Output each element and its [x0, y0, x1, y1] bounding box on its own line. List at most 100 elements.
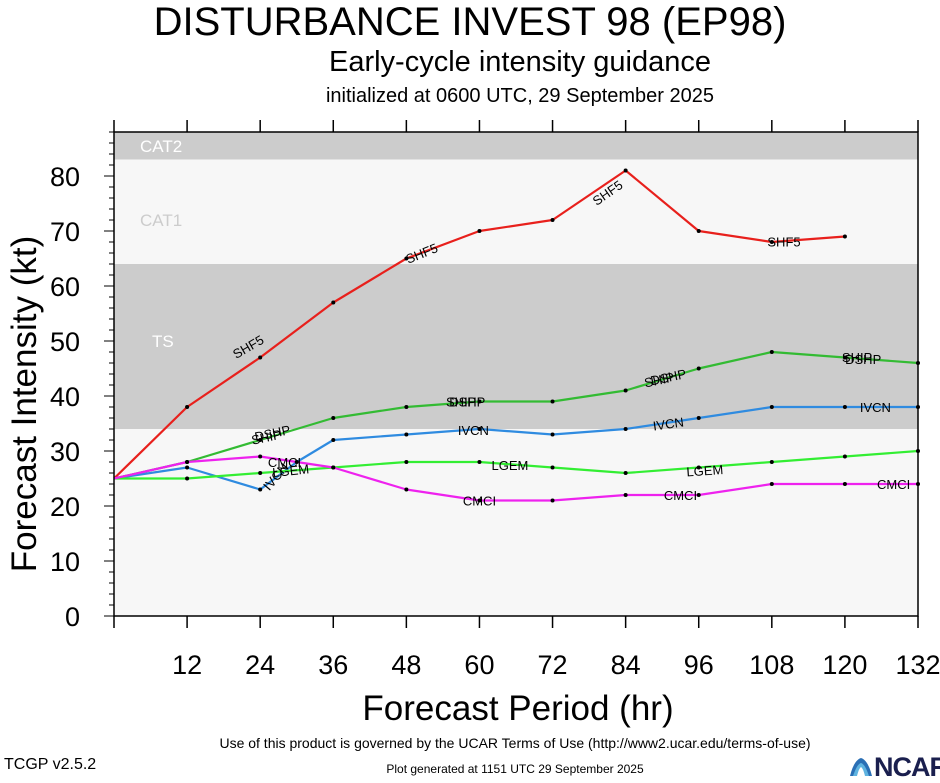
series-label-dshp: DSHP	[845, 352, 881, 367]
y-tick-label: 0	[65, 602, 80, 632]
series-label-dshp: DSHP	[253, 422, 291, 444]
series-label-group-dshp: DSHP	[449, 395, 485, 410]
data-point-cmci	[331, 465, 336, 470]
data-point-ivcn	[550, 432, 555, 437]
data-point-ivcn	[258, 487, 263, 492]
y-tick-label: 80	[50, 162, 80, 192]
data-point-lgem	[258, 471, 263, 475]
data-point-lgem	[185, 476, 190, 481]
series-label-group-lgem: LGEM	[272, 461, 310, 480]
ncar-logo-text: NCAR	[874, 752, 940, 782]
x-tick-label: 12	[172, 650, 202, 680]
series-label-dshp: DSHP	[649, 366, 687, 388]
data-point-ivcn	[331, 438, 336, 442]
data-point-dshp	[842, 355, 847, 360]
x-tick-label: 120	[822, 650, 867, 680]
series-label-group-ship: SHIP	[446, 395, 476, 410]
series-label-group-cmci: CMCI	[877, 477, 910, 492]
data-point-shf5	[550, 218, 555, 222]
data-point-shf5	[769, 240, 774, 244]
data-point-shf5	[258, 355, 263, 360]
data-point-cmci	[404, 487, 409, 492]
version-label: TCGP v2.5.2	[4, 756, 97, 773]
x-tick-label: 60	[464, 650, 494, 680]
data-point-dshp	[404, 405, 409, 409]
series-label-group-ivcn: IVCN	[458, 423, 489, 438]
ncar-logo-icon	[848, 754, 874, 778]
x-tick-label: 48	[391, 650, 421, 680]
series-label-cmci: CMCI	[268, 455, 301, 470]
data-point-ivcn	[294, 460, 299, 464]
series-label-group-dshp: DSHP	[649, 366, 687, 388]
x-axis-label: Forecast Period (hr)	[362, 689, 673, 728]
series-label-group-ship: SHIP	[643, 369, 676, 390]
data-point-ivcn	[477, 427, 482, 431]
x-tick-label: 24	[245, 650, 275, 680]
data-point-ivcn	[185, 465, 190, 470]
x-tick-label: 72	[538, 650, 568, 680]
data-point-ivcn	[404, 432, 409, 437]
data-point-shf5	[623, 168, 628, 173]
axis-tick-labels: 12 24 36 48 60 72 84 96 108 120 132 0 10 20 30 40 50 60 70…	[50, 162, 940, 680]
series-label-group-dshp: DSHP	[253, 422, 291, 444]
band-cat1	[114, 159, 918, 264]
y-tick-label: 50	[50, 327, 80, 357]
data-point-dshp	[769, 350, 774, 354]
series-label-group-cmci: CMCI	[268, 455, 301, 470]
series-line-dshp	[113, 350, 919, 480]
series-label-group-cmci: CMCI	[664, 488, 697, 503]
data-point-dshp	[258, 438, 263, 442]
data-point-lgem	[477, 460, 482, 464]
series-label-lgem: LGEM	[272, 461, 310, 480]
data-point-cmci	[769, 482, 774, 486]
series-label-dshp: DSHP	[449, 395, 485, 410]
data-point-dshp	[331, 416, 336, 420]
series-label-group-ship: SHIP	[250, 427, 283, 448]
data-point-ivcn	[623, 427, 628, 431]
y-tick-label: 20	[50, 492, 80, 522]
init-time: initialized at 0600 UTC, 29 September 20…	[325, 85, 714, 107]
data-point-cmci	[550, 498, 555, 503]
series-label-lgem: LGEM	[491, 458, 528, 473]
series-label-ship: SHIP	[250, 427, 283, 448]
y-tick-label: 10	[50, 547, 80, 577]
data-point-ivcn	[842, 405, 847, 409]
data-point-cmci	[842, 482, 847, 486]
series-label-shf5: SHF5	[767, 234, 800, 249]
data-point-lgem	[623, 471, 628, 475]
series-label-ivcn: IVCN	[458, 423, 489, 438]
series-label-cmci: CMCI	[463, 494, 496, 509]
series-label-ship: SHIP	[446, 395, 476, 410]
ncar-logo: NCAR	[848, 752, 940, 782]
data-point-lgem	[769, 460, 774, 464]
data-point-dshp	[623, 388, 628, 393]
band-cat2	[114, 132, 918, 160]
band-label-ts: TS	[152, 332, 174, 351]
data-point-cmci	[477, 498, 482, 503]
data-point-lgem	[842, 454, 847, 459]
data-point-cmci	[623, 493, 628, 497]
series-line-cmci	[113, 455, 918, 502]
series-label-group-ivcn: IVCN	[860, 400, 891, 415]
data-point-shf5	[331, 300, 336, 305]
series-points	[185, 168, 920, 503]
chart-subtitle: Early-cycle intensity guidance	[328, 46, 711, 78]
plot-frame	[113, 131, 919, 617]
band-label-cat2: CAT2	[140, 137, 182, 156]
y-tick-label: 70	[50, 217, 80, 247]
series-label-group-shf5: SHF5	[767, 234, 800, 249]
y-tick-label: 40	[50, 382, 80, 412]
data-point-dshp	[550, 399, 555, 404]
data-point-shf5	[842, 234, 847, 239]
data-point-cmci	[258, 454, 263, 459]
series-label-cmci: CMCI	[877, 477, 910, 492]
data-point-shf5	[696, 229, 701, 233]
series-label-cmci: CMCI	[664, 488, 697, 503]
y-axis-label: Forecast Intensity (kt)	[5, 236, 44, 572]
series-label-ship: SHIP	[643, 369, 676, 390]
series-label-group-ivcn: IVCN	[652, 414, 685, 433]
series-label-lgem: LGEM	[686, 462, 724, 480]
x-tick-label: 108	[749, 650, 794, 680]
terms-of-use: Use of this product is governed by the U…	[219, 735, 811, 751]
